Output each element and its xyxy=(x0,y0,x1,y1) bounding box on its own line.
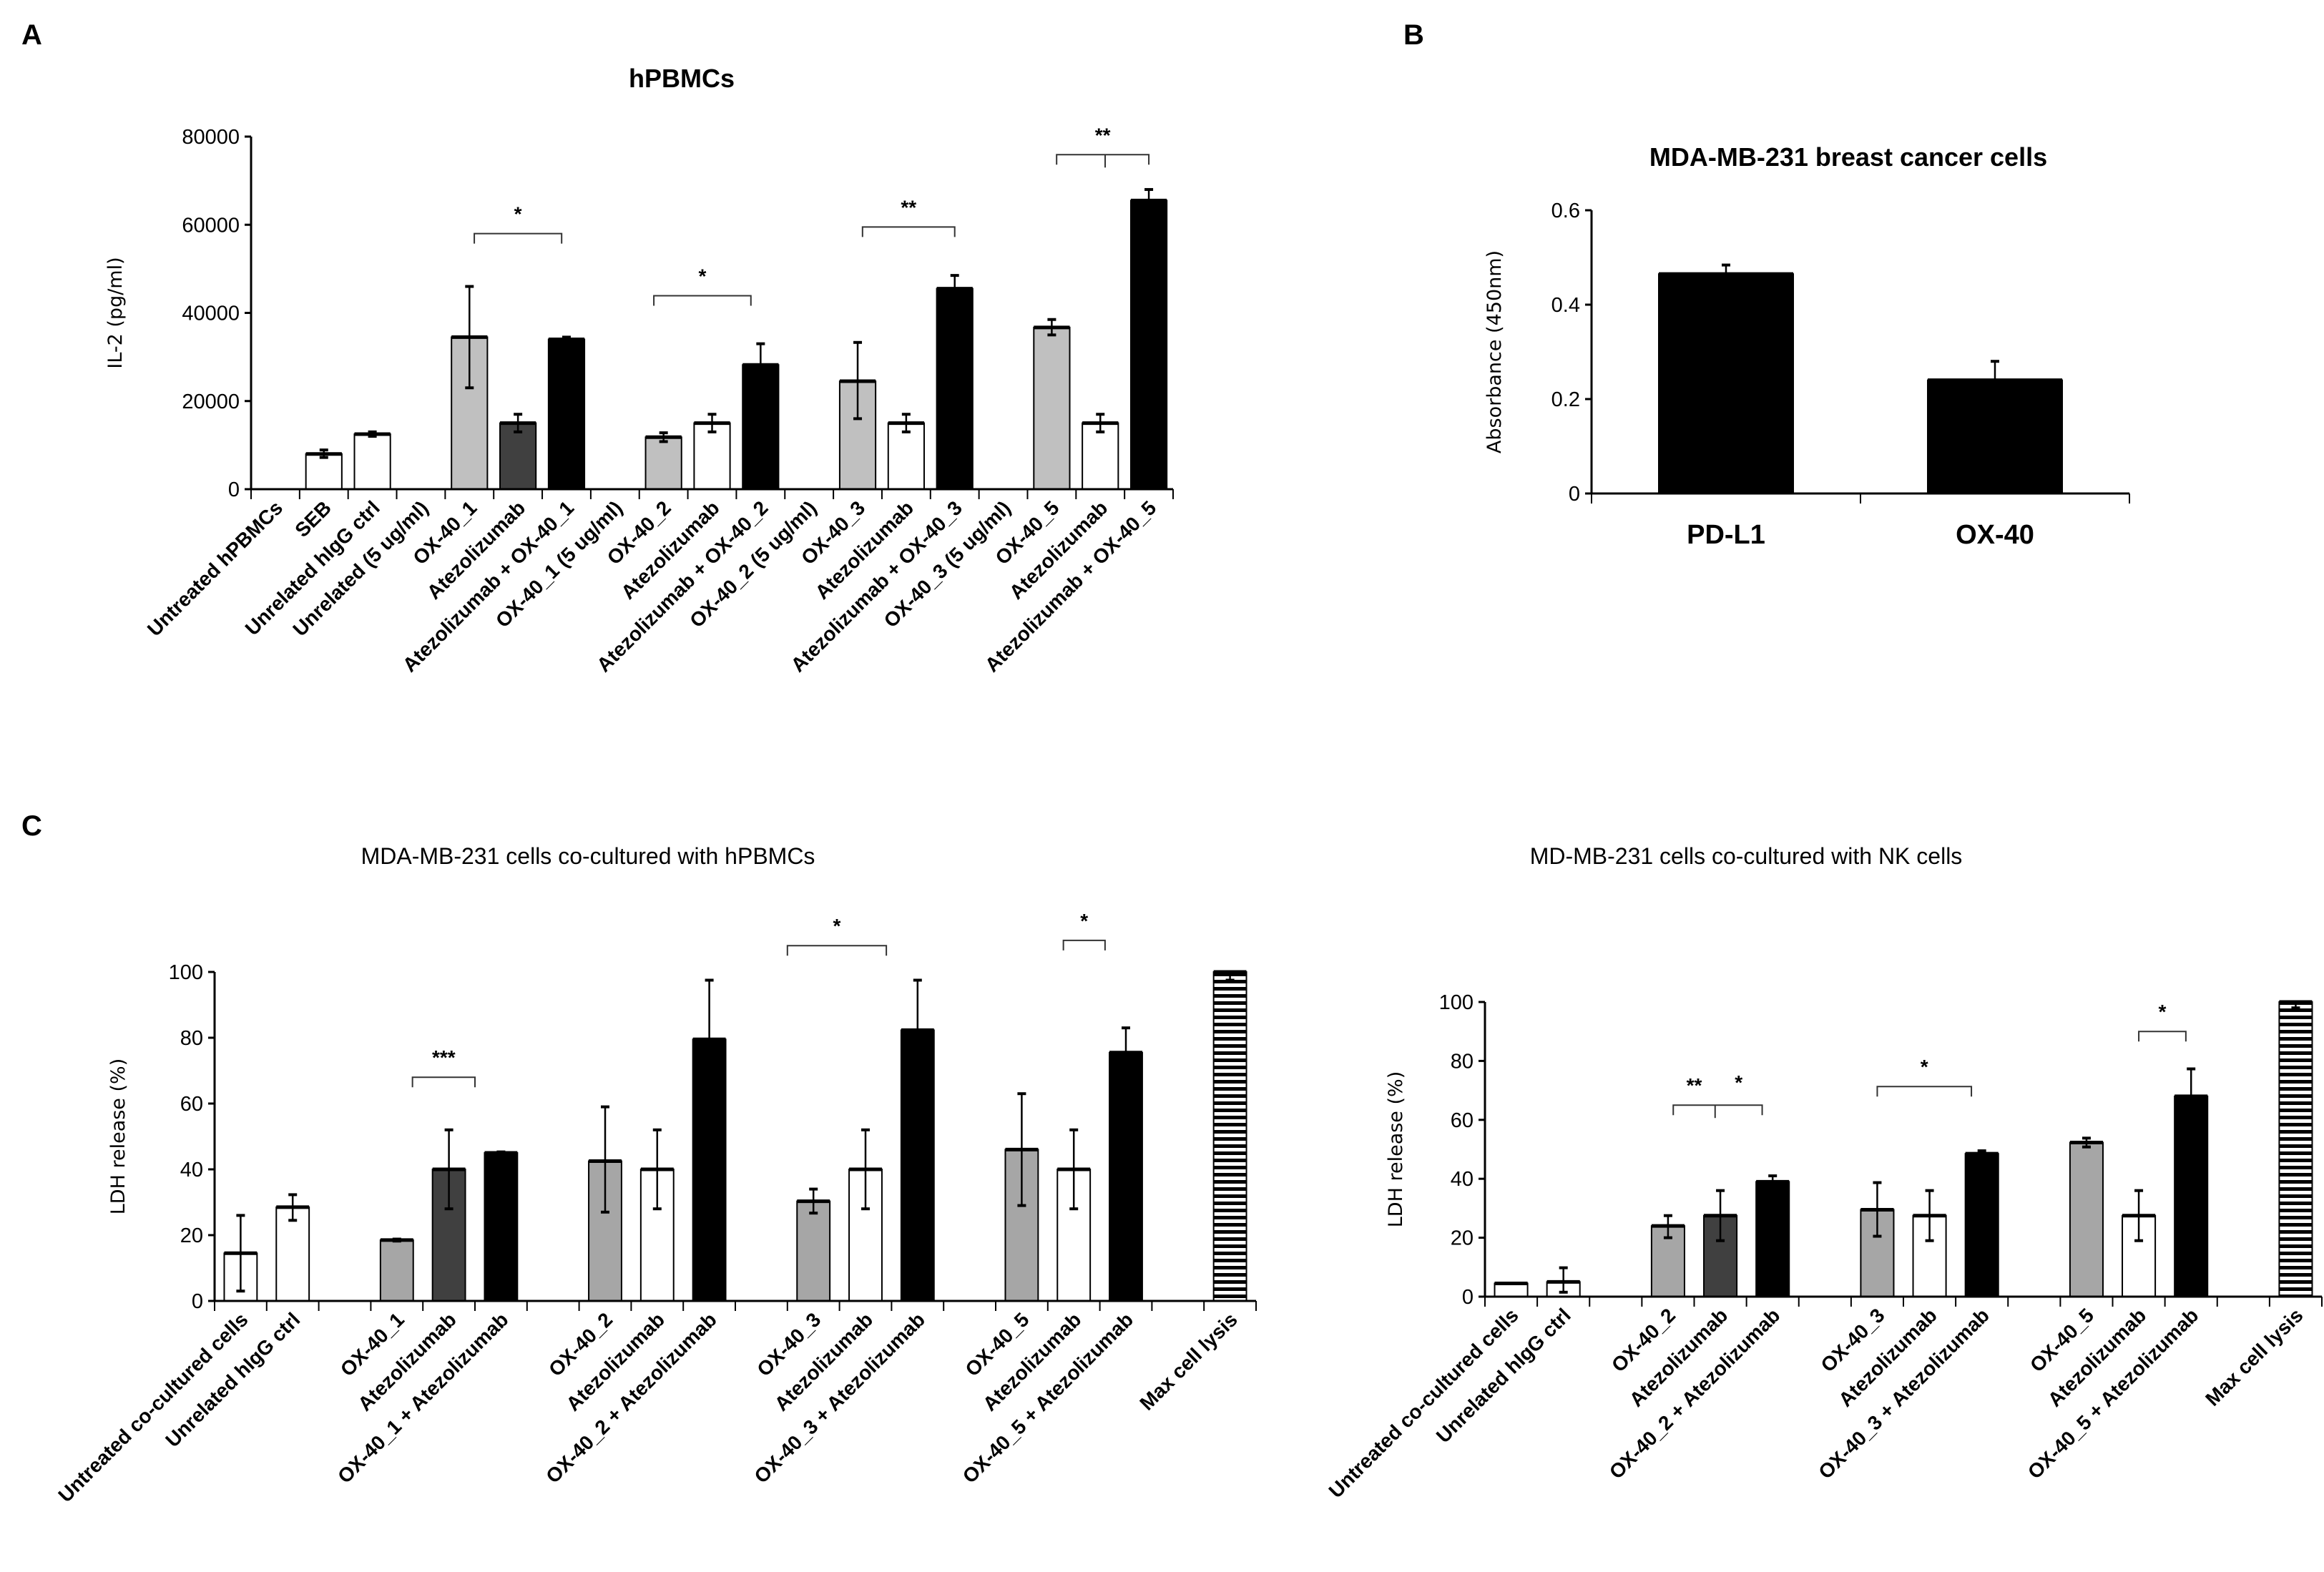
bar xyxy=(1109,1051,1143,1302)
significance-bracket xyxy=(861,226,956,237)
bar xyxy=(353,433,391,490)
bar xyxy=(1658,273,1794,494)
x-category-label: Max cell lysis xyxy=(2201,1304,2308,1410)
bar xyxy=(484,1152,519,1302)
y-tick-label: 100 xyxy=(169,961,203,984)
y-axis-label: LDH release (%) xyxy=(1385,1071,1407,1227)
y-tick-label: 20000 xyxy=(182,390,240,413)
significance-bracket xyxy=(786,945,888,956)
y-tick-label: 60 xyxy=(180,1093,203,1116)
panel-label-b: B xyxy=(1403,19,1424,51)
bar xyxy=(644,436,682,490)
significance-bracket xyxy=(1062,939,1106,950)
bar xyxy=(900,1029,935,1302)
bar xyxy=(1212,971,1247,1302)
x-category-label: SEB xyxy=(290,496,335,541)
bar xyxy=(936,288,974,490)
significance-stars: ** xyxy=(1687,1074,1702,1096)
significance-bracket xyxy=(1056,154,1150,165)
chart-title: MD-MB-231 cells co-cultured with NK cell… xyxy=(1530,843,1963,869)
significance-stars: * xyxy=(1080,910,1088,932)
bar xyxy=(1494,1282,1529,1297)
y-tick-label: 40 xyxy=(1451,1168,1474,1191)
significance-stars: * xyxy=(2159,1001,2167,1023)
significance-bracket xyxy=(653,295,752,306)
x-category-label: Untreated co-cultured cells xyxy=(1325,1304,1523,1502)
y-tick-label: 0.2 xyxy=(1551,388,1580,411)
bar xyxy=(1755,1181,1790,1297)
bar xyxy=(1927,379,2063,494)
significance-stars: ** xyxy=(901,196,916,218)
y-tick-label: 80 xyxy=(1451,1050,1474,1073)
significance-stars: * xyxy=(1921,1056,1928,1078)
bar xyxy=(2069,1141,2104,1298)
y-axis-label: Absorbance (450nm) xyxy=(1484,250,1506,453)
y-tick-label: 20 xyxy=(180,1224,203,1247)
bar xyxy=(796,1200,831,1302)
bar xyxy=(2174,1095,2209,1297)
bar xyxy=(547,338,586,490)
y-tick-label: 60000 xyxy=(182,214,240,237)
bar xyxy=(1129,200,1168,490)
bar xyxy=(305,453,343,491)
bar xyxy=(1082,422,1119,490)
y-tick-label: 0 xyxy=(1569,483,1580,506)
chart-b-absorbance: MDA-MB-231 breast cancer cells Absorbance… xyxy=(1484,142,2130,550)
significance-bracket xyxy=(2138,1031,2187,1042)
y-tick-label: 100 xyxy=(1439,991,1474,1014)
y-axis-label: IL-2 (pg/ml) xyxy=(104,257,127,368)
bar xyxy=(379,1239,414,1302)
bar xyxy=(1033,326,1071,490)
y-tick-label: 0 xyxy=(1462,1286,1474,1309)
y-tick-label: 0 xyxy=(228,478,240,501)
bar xyxy=(693,422,731,490)
chart-title: MDA-MB-231 cells co-cultured with hPBMCs xyxy=(361,843,815,869)
significance-bracket xyxy=(1672,1104,1763,1116)
x-category-label: Untreated co-cultured cells xyxy=(54,1308,252,1506)
y-tick-label: 0.6 xyxy=(1551,200,1580,222)
y-tick-label: 80000 xyxy=(182,126,240,149)
chart-title: hPBMCs xyxy=(629,64,735,93)
y-tick-label: 80 xyxy=(180,1027,203,1050)
y-tick-label: 0 xyxy=(192,1290,203,1313)
significance-stars: ** xyxy=(1095,124,1111,146)
significance-bracket xyxy=(411,1076,476,1088)
bar xyxy=(1964,1153,1999,1298)
x-category-label: OX-40 xyxy=(1956,520,2034,550)
significance-bracket xyxy=(474,232,563,244)
bar xyxy=(742,364,780,490)
bar xyxy=(887,422,925,490)
panel-label-a: A xyxy=(21,19,42,51)
y-tick-label: 20 xyxy=(1451,1227,1474,1250)
x-category-label: PD-L1 xyxy=(1687,520,1765,550)
significance-stars: *** xyxy=(432,1046,456,1069)
significance-stars: * xyxy=(833,915,841,937)
chart-c-ldh-nk-cells: MD-MB-231 cells co-cultured with NK cell… xyxy=(1325,843,2323,1502)
panel-label-c: C xyxy=(21,810,42,842)
significance-stars: * xyxy=(1735,1071,1742,1094)
y-axis-label: LDH release (%) xyxy=(107,1058,129,1214)
significance-stars: * xyxy=(698,265,706,287)
y-tick-label: 60 xyxy=(1451,1109,1474,1132)
y-tick-label: 0.4 xyxy=(1551,294,1580,317)
y-tick-label: 40000 xyxy=(182,303,240,325)
significance-stars: * xyxy=(514,203,522,225)
chart-title: MDA-MB-231 breast cancer cells xyxy=(1649,142,2047,172)
bar xyxy=(2278,1001,2313,1297)
chart-c-ldh-hpbmcs: MDA-MB-231 cells co-cultured with hPBMCs… xyxy=(54,843,1257,1506)
x-category-label: Max cell lysis xyxy=(1135,1308,1242,1415)
y-tick-label: 40 xyxy=(180,1159,203,1182)
bar xyxy=(692,1038,727,1302)
significance-bracket xyxy=(1876,1086,1973,1097)
